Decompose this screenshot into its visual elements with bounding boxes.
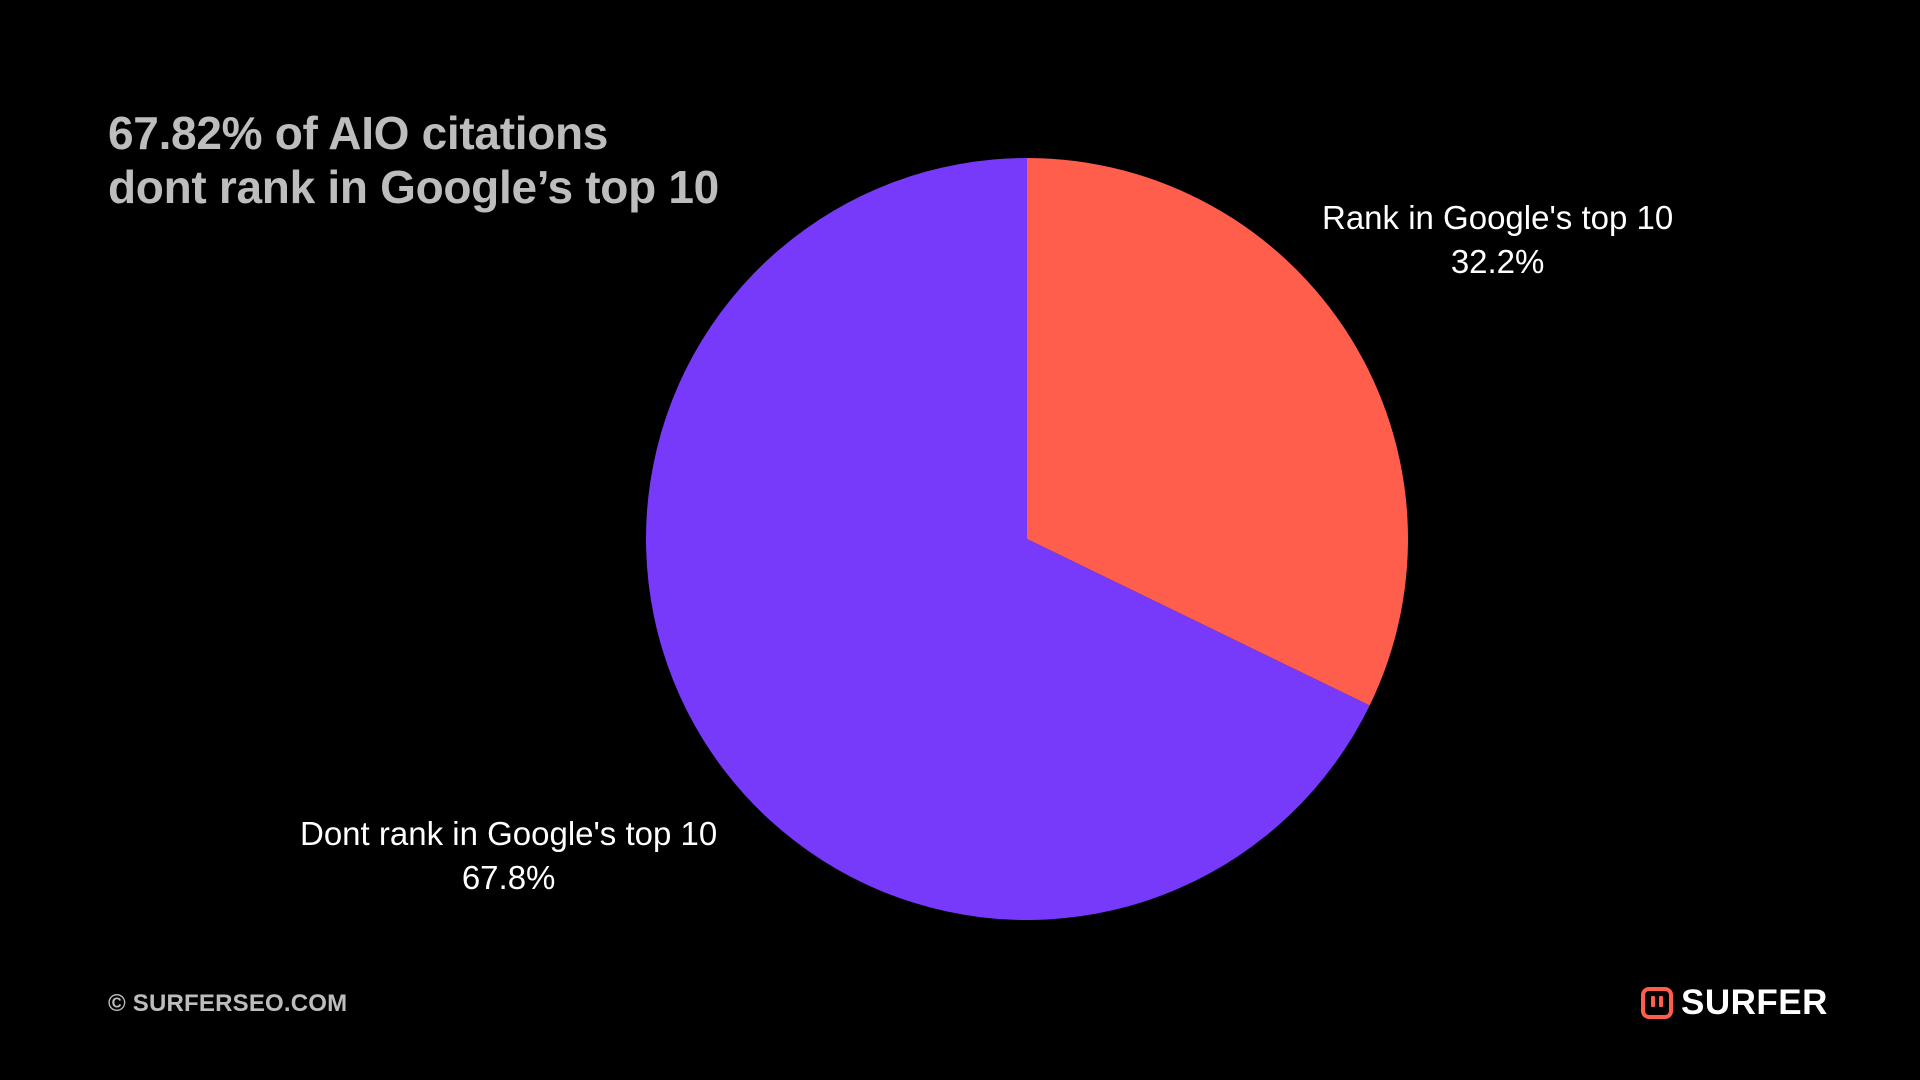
slice-label-dont-rank-top10: Dont rank in Google's top 10 67.8%	[300, 812, 717, 900]
slice-label-rank-top10-value: 32.2%	[1450, 243, 1545, 280]
slice-label-dont-rank-top10-value: 67.8%	[461, 859, 556, 896]
chart-title-line-1: 67.82% of AIO citations	[108, 107, 609, 159]
copyright-text: © SURFERSEO.COM	[108, 990, 348, 1017]
surfer-logo-icon	[1641, 987, 1673, 1019]
brand-name: SURFER	[1681, 983, 1828, 1022]
pie-slice-dont-rank-top10	[645, 157, 1370, 920]
chart-title: 67.82% of AIO citations dont rank in Goo…	[108, 106, 719, 214]
brand-logo[interactable]: SURFER	[1641, 983, 1828, 1023]
chart-title-line-2: dont rank in Google’s top 10	[108, 161, 719, 213]
slice-label-rank-top10-name: Rank in Google's top 10	[1322, 199, 1674, 236]
slice-label-rank-top10: Rank in Google's top 10 32.2%	[1322, 196, 1673, 284]
pie-slice-rank-top10	[1027, 158, 1408, 706]
slice-label-dont-rank-top10-name: Dont rank in Google's top 10	[300, 815, 718, 852]
